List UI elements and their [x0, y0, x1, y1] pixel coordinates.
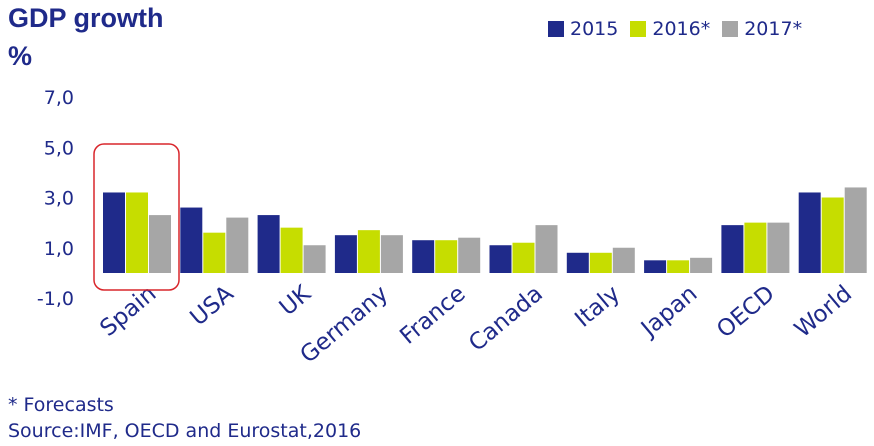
x-tick-label-italy: Italy	[570, 281, 625, 333]
legend-label-2016: 2016*	[652, 18, 711, 40]
y-tick-label: 3,0	[44, 188, 74, 210]
bar-usa-2015	[180, 207, 203, 273]
chart-title: GDP growth	[8, 3, 164, 33]
bar-italy-2015	[566, 252, 589, 273]
bar-germany-2016	[357, 230, 380, 273]
bar-oecd-2017	[767, 222, 790, 273]
bar-world-2016	[821, 197, 844, 273]
bar-france-2016	[435, 240, 458, 273]
bar-germany-2017	[380, 235, 403, 273]
legend-item-2016: 2016*	[630, 18, 710, 40]
x-tick-label-oecd: OECD	[712, 281, 780, 344]
legend-label-2017: 2017*	[744, 18, 803, 40]
legend-item-2015: 2015	[548, 18, 618, 40]
y-tick-label: 5,0	[44, 137, 74, 159]
bar-spain-2015	[103, 192, 125, 273]
bar-world-2017	[844, 187, 867, 273]
bar-uk-2016	[280, 227, 303, 273]
bar-germany-2015	[334, 235, 357, 273]
unit-label: %	[8, 41, 33, 71]
bar-spain-2017	[149, 215, 171, 273]
footnote-source: Source:IMF, OECD and Eurostat,2016	[8, 420, 362, 442]
legend-item-2017: 2017*	[722, 18, 802, 40]
bar-usa-2016	[203, 232, 226, 273]
bar-world-2015	[798, 192, 821, 273]
x-tick-label-canada: Canada	[464, 281, 548, 357]
bar-japan-2017	[690, 257, 713, 273]
bar-canada-2015	[489, 245, 512, 273]
bar-japan-2015	[644, 260, 667, 273]
legend-swatch-2017	[722, 21, 739, 37]
bar-uk-2015	[257, 215, 280, 273]
legend-swatch-2015	[548, 21, 564, 37]
x-tick-label-japan: Japan	[635, 281, 702, 343]
legend-label-2015: 2015	[570, 18, 619, 40]
bar-spain-2016	[126, 192, 148, 273]
legend: 2015 2016* 2017*	[548, 18, 814, 40]
x-tick-label-uk: UK	[275, 280, 317, 321]
y-tick-label: -1,0	[37, 288, 74, 310]
y-tick-label: 1,0	[44, 238, 74, 260]
x-tick-label-world: World	[790, 281, 857, 343]
bar-canada-2017	[535, 225, 558, 273]
y-tick-label: 7,0	[44, 87, 74, 109]
bar-france-2017	[458, 237, 481, 273]
bar-canada-2016	[512, 242, 535, 273]
bar-italy-2017	[612, 247, 635, 273]
footnote-forecasts: * Forecasts	[8, 394, 114, 416]
x-tick-label-france: France	[395, 281, 470, 350]
bar-italy-2016	[589, 252, 612, 273]
bar-japan-2016	[667, 260, 690, 273]
bar-oecd-2016	[744, 222, 767, 273]
x-tick-label-usa: USA	[185, 281, 238, 332]
bar-france-2015	[412, 240, 435, 273]
highlight-box-spain	[93, 143, 180, 291]
legend-swatch-2016	[630, 21, 647, 37]
bar-usa-2017	[226, 217, 249, 273]
bar-oecd-2015	[721, 225, 744, 273]
bar-uk-2017	[303, 245, 326, 273]
